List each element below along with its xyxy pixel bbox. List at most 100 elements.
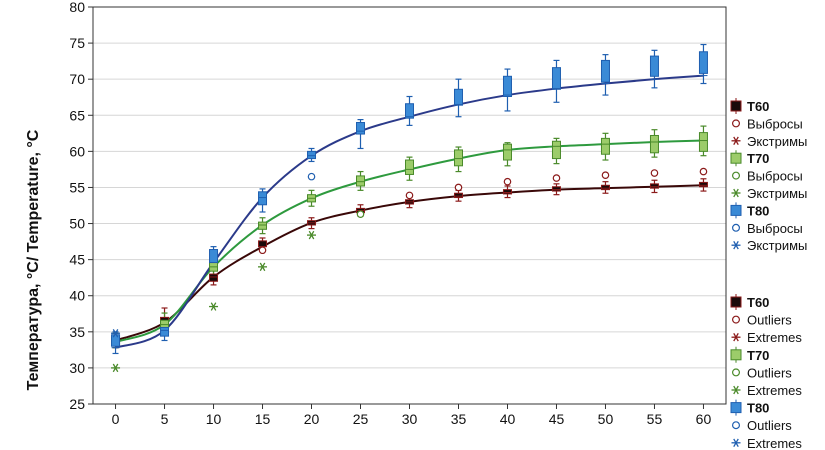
legend-label: Выбросы	[747, 221, 803, 236]
legend-label: T60	[747, 99, 769, 114]
x-tick-label: 20	[304, 411, 320, 427]
extreme-stroke	[733, 136, 739, 146]
legend-label: Extremes	[747, 436, 802, 450]
y-tick-label: 55	[69, 179, 85, 195]
box-t70	[502, 143, 512, 161]
outlier-point	[601, 171, 610, 179]
legend-item-extreme: Экстримы	[731, 134, 807, 149]
y-tick-label: 65	[69, 107, 85, 123]
legend-extreme-symbol	[731, 136, 741, 146]
legend-label: T80	[747, 203, 769, 218]
legend-item-outlier: Выбросы	[731, 116, 803, 131]
x-tick-label: 55	[647, 411, 663, 427]
legend-item-box: T60	[730, 294, 769, 310]
legend-label: Выбросы	[747, 169, 803, 184]
x-tick-label: 60	[696, 411, 712, 427]
legend-box-symbol	[730, 402, 742, 414]
outlier-point	[405, 191, 414, 200]
y-tick-label: 30	[69, 360, 85, 376]
legend-label: T60	[747, 295, 769, 310]
box-t80	[307, 150, 317, 160]
x-tick-label: 0	[112, 411, 120, 427]
outlier-point	[699, 167, 708, 176]
extreme-stroke	[733, 438, 739, 448]
extreme-stroke	[112, 329, 119, 338]
extreme-point	[258, 262, 268, 272]
legend-item-outlier: Outliers	[731, 365, 792, 380]
x-tick-label: 10	[206, 411, 222, 427]
extreme-stroke	[210, 302, 217, 311]
legend-label: T80	[747, 401, 769, 416]
box-t80	[356, 121, 366, 135]
plot-frame	[92, 6, 727, 405]
legend-item-box: T60	[730, 98, 769, 114]
y-tick-label: 60	[69, 143, 85, 159]
box-t60	[600, 184, 610, 191]
box-t60	[551, 186, 561, 192]
legend-extreme-symbol	[731, 332, 741, 342]
box-t70	[551, 140, 561, 160]
legend-label: Экстримы	[747, 238, 807, 253]
legend-item-box: T70	[730, 150, 769, 167]
legend-item-outlier: Выбросы	[731, 221, 803, 236]
legend-label: Extremes	[747, 383, 802, 398]
boxes	[111, 51, 708, 349]
y-tick-label: 80	[69, 0, 85, 15]
legend-extreme-symbol	[731, 385, 741, 395]
box-t80	[258, 191, 268, 206]
legend-box-symbol	[730, 296, 742, 308]
extreme-stroke	[733, 240, 739, 250]
box-t60	[209, 273, 219, 282]
y-tick-label: 45	[69, 252, 85, 268]
outlier-point	[454, 183, 463, 192]
x-tick-label: 50	[598, 411, 614, 427]
legend-label: Outliers	[747, 313, 792, 328]
box-t80	[405, 103, 414, 119]
y-axis-label: Температура, °C/ Temperature, °C	[25, 129, 42, 390]
box-t80	[698, 51, 708, 74]
outlier-point	[552, 174, 561, 182]
legend-item-extreme: Extremes	[731, 436, 802, 450]
box-t70	[649, 134, 659, 154]
legend-label: T70	[747, 348, 769, 363]
legend-box-symbol	[730, 152, 742, 164]
legend-item-extreme: Экстримы	[731, 238, 807, 253]
legend-item-extreme: Экстримы	[731, 186, 807, 201]
legend-item-box: T80	[730, 399, 769, 416]
box-t60	[453, 192, 463, 199]
legend-extreme-symbol	[731, 438, 741, 448]
box-t60	[649, 183, 659, 189]
x-tick-label: 35	[451, 411, 467, 427]
box-t80	[160, 326, 170, 337]
legend-outlier-symbol	[731, 171, 740, 180]
box-t70	[258, 221, 268, 230]
legend-extreme-symbol	[731, 188, 741, 198]
box-t80	[600, 59, 610, 83]
legend-label: Экстримы	[747, 186, 807, 201]
legend-box-symbol	[730, 349, 742, 361]
extreme-stroke	[733, 385, 739, 395]
extreme-stroke	[259, 262, 266, 272]
extreme-point	[111, 329, 121, 338]
x-tick-label: 40	[500, 411, 516, 427]
extreme-point	[111, 363, 121, 373]
legend-box-symbol	[730, 204, 742, 216]
outlier-point	[503, 177, 512, 186]
outlier-points	[111, 167, 708, 373]
x-tick-label: 5	[161, 411, 169, 427]
x-tick-label: 30	[402, 411, 418, 427]
legend-outlier-symbol	[731, 223, 740, 232]
extreme-stroke	[733, 332, 739, 342]
legend-label: Extremes	[747, 330, 802, 345]
box-t70	[453, 149, 463, 167]
box-t80	[111, 334, 121, 347]
legend-item-extreme: Extremes	[731, 383, 802, 398]
box-t70	[600, 137, 610, 155]
extreme-stroke	[112, 363, 119, 373]
box-t70	[356, 175, 366, 187]
box-t80	[209, 249, 219, 264]
box-t60	[258, 240, 268, 248]
legend-outlier-symbol	[731, 119, 740, 128]
